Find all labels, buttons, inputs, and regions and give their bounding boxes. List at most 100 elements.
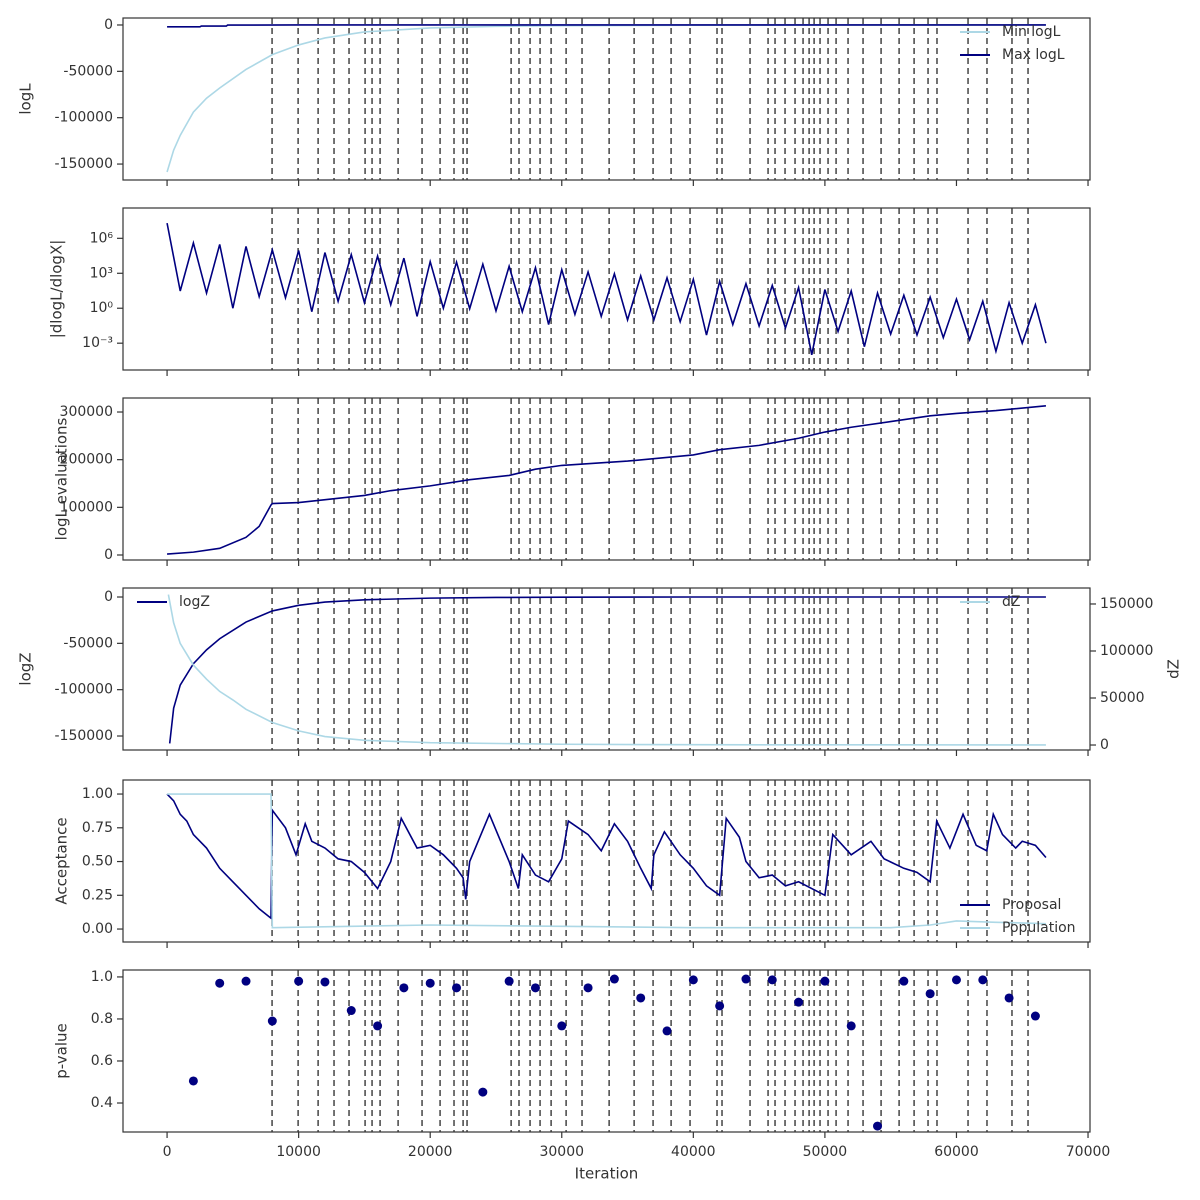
x-tick-label: 70000 (1066, 1144, 1111, 1160)
point (557, 1021, 567, 1031)
y-tick-label: 0 (104, 547, 113, 563)
point (951, 975, 961, 985)
y2-tick-label: 50000 (1100, 690, 1145, 706)
y-tick-label: -100000 (55, 682, 114, 698)
y-tick-label: 300000 (60, 404, 113, 420)
x-tick-label: 10000 (276, 1144, 321, 1160)
point (504, 976, 514, 986)
series-line (167, 594, 1046, 746)
series-line (167, 793, 1046, 929)
point (925, 989, 935, 999)
point (846, 1021, 856, 1031)
point (188, 1076, 198, 1086)
y-tick-label: -150000 (55, 156, 114, 172)
x-tick-label: 60000 (934, 1144, 979, 1160)
point (715, 1001, 725, 1011)
x-tick-label: 50000 (803, 1144, 848, 1160)
point (530, 983, 540, 993)
y2-tick-label: 100000 (1100, 643, 1153, 659)
x-tick-label: 40000 (671, 1144, 716, 1160)
plot-area (167, 398, 1047, 560)
series-line (166, 793, 1047, 920)
y-tick-label: 1.00 (82, 786, 113, 802)
point (873, 1121, 883, 1131)
y-tick-label: 10⁰ (90, 300, 114, 316)
y-tick-label: 0 (104, 17, 113, 33)
point (373, 1021, 383, 1031)
point (1004, 993, 1014, 1003)
point (241, 976, 251, 986)
point (294, 976, 304, 986)
legend-label: Population (1002, 920, 1076, 936)
legend-label: logZ (179, 594, 210, 610)
point (767, 975, 777, 985)
y-tick-label: 0.50 (82, 854, 113, 870)
axes-frame (122, 779, 1091, 943)
y-axis-label: p-value (53, 1023, 71, 1079)
point (399, 983, 409, 993)
point (978, 975, 988, 985)
legend-label: Min logL (1002, 24, 1061, 40)
x-tick-label: 30000 (539, 1144, 584, 1160)
y-tick-label: -150000 (55, 728, 114, 744)
y-tick-label: 10³ (90, 265, 113, 281)
axes-frame (122, 969, 1091, 1133)
plot-area (166, 208, 1047, 370)
point (741, 974, 751, 984)
series-line (167, 405, 1047, 555)
y-tick-label: 0.8 (91, 1011, 113, 1027)
plot-area (166, 780, 1047, 942)
point (583, 983, 593, 993)
point (452, 983, 462, 993)
series-line (168, 596, 1046, 744)
y-tick-label: 200000 (60, 452, 113, 468)
y-axis-label: |dlogL/dlogX| (48, 240, 66, 339)
point (320, 977, 330, 987)
point (899, 976, 909, 986)
y-tick-label: 0.6 (91, 1053, 113, 1069)
point (267, 1016, 277, 1026)
y-tick-label: -50000 (63, 63, 113, 79)
point (636, 993, 646, 1003)
axes-frame (122, 587, 1091, 751)
y2-tick-label: 150000 (1100, 596, 1153, 612)
point (820, 976, 830, 986)
point (1030, 1011, 1040, 1021)
y-tick-label: 1.0 (91, 969, 113, 985)
point (478, 1087, 488, 1097)
y2-tick-label: 0 (1100, 737, 1109, 753)
axes-frame (122, 207, 1091, 371)
y-tick-label: -50000 (63, 635, 113, 651)
point (794, 997, 804, 1007)
x-tick-label: 0 (163, 1144, 172, 1160)
y-axis-label: Acceptance (53, 817, 71, 904)
point (662, 1026, 672, 1036)
plot-area (166, 18, 1046, 180)
legend-label: dZ (1002, 594, 1020, 610)
y-tick-label: 0.4 (91, 1095, 113, 1111)
y-axis-label: logZ (17, 652, 35, 685)
series-line (166, 223, 1047, 355)
y-tick-label: -100000 (55, 110, 114, 126)
y-tick-label: 10⁶ (90, 230, 114, 246)
y2-axis-label: dZ (1165, 659, 1183, 679)
x-axis-label: Iteration (575, 1165, 639, 1183)
point (609, 974, 619, 984)
point (425, 978, 435, 988)
point (346, 1006, 356, 1016)
axes-frame (122, 17, 1091, 181)
y-axis-label: logL evaluations (53, 417, 71, 540)
y-tick-label: 0.00 (82, 921, 113, 937)
point (215, 978, 225, 988)
plot-area (271, 970, 1029, 1132)
plot-area (167, 588, 1046, 750)
y-tick-label: 10⁻³ (82, 335, 113, 351)
legend-label: Proposal (1002, 897, 1061, 913)
legend-label: Max logL (1002, 47, 1065, 63)
point (688, 975, 698, 985)
y-tick-label: 0.75 (82, 820, 113, 836)
y-tick-label: 0 (104, 589, 113, 605)
y-tick-label: 0.25 (82, 887, 113, 903)
y-tick-label: 100000 (60, 499, 113, 515)
